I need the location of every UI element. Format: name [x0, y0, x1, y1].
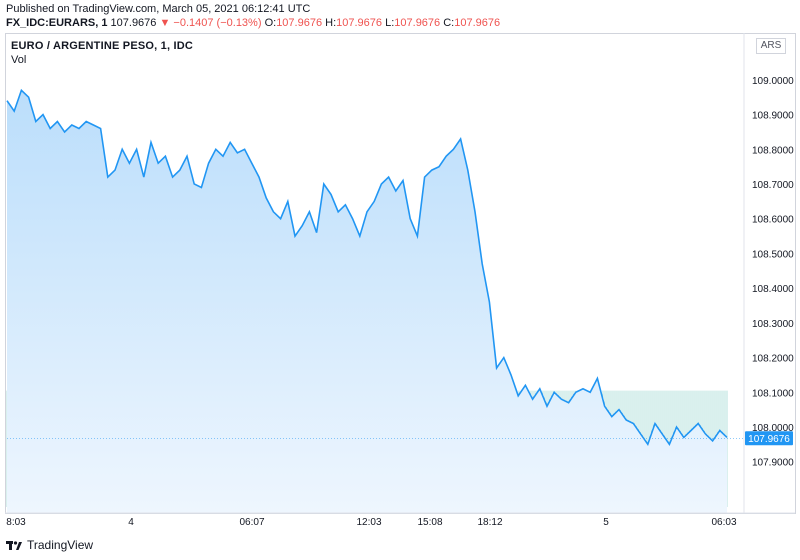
- footer-brand[interactable]: TradingView: [6, 538, 93, 552]
- price-tick-label: 108.2000: [752, 354, 794, 365]
- price-tick-label: 108.0000: [752, 423, 794, 434]
- time-axis: 8:03 4 06:07 12:03 15:08 18:12 5 06:03: [6, 517, 737, 528]
- price-tick-label: 108.5000: [752, 249, 794, 260]
- price-area: [7, 90, 727, 514]
- time-tick-label: 5: [603, 517, 609, 528]
- price-axis: 109.0000 108.9000 108.8000 108.7000 108.6000…: [752, 76, 794, 469]
- published-line: Published on TradingView.com, March 05, …: [6, 3, 311, 15]
- high-label: H:: [325, 17, 337, 29]
- price-tag-label: 107.9676: [748, 434, 790, 445]
- price-tick-label: 108.4000: [752, 284, 794, 295]
- footer-label: TradingView: [27, 538, 94, 552]
- change-value: ▼ −0.1407 (−0.13%): [159, 17, 262, 29]
- price-tick-label: 108.1000: [752, 388, 794, 399]
- low-label: L:: [385, 17, 395, 29]
- time-tick-label: 15:08: [417, 517, 442, 528]
- price-tick-label: 107.9000: [752, 458, 794, 469]
- close-value: 107.9676: [454, 17, 501, 29]
- time-tick-label: 12:03: [356, 517, 381, 528]
- price-tick-label: 108.8000: [752, 145, 794, 156]
- last-price-tag: 107.9676: [745, 431, 793, 446]
- currency-button[interactable]: ARS: [756, 38, 786, 54]
- tradingview-logo-icon: [6, 541, 22, 550]
- price-tick-label: 109.0000: [752, 76, 794, 87]
- close-label: C:: [443, 17, 455, 29]
- price-tick-label: 108.6000: [752, 215, 794, 226]
- time-tick-label: 4: [128, 517, 134, 528]
- low-value: 107.9676: [394, 17, 441, 29]
- time-tick-label: 18:12: [477, 517, 502, 528]
- time-tick-label: 06:03: [711, 517, 736, 528]
- symbol-label: FX_IDC:EURARS, 1: [6, 17, 108, 29]
- last-price: 107.9676: [110, 17, 157, 29]
- price-tick-label: 108.9000: [752, 111, 794, 122]
- price-tick-label: 108.7000: [752, 180, 794, 191]
- time-tick-label: 8:03: [6, 517, 26, 528]
- time-tick-label: 06:07: [239, 517, 264, 528]
- open-label: O:: [264, 17, 277, 29]
- chart-title: EURO / ARGENTINE PESO, 1, IDC: [11, 40, 194, 52]
- price-tick-label: 108.3000: [752, 319, 794, 330]
- high-value: 107.9676: [336, 17, 383, 29]
- ticker-line: FX_IDC:EURARS, 1 107.9676 ▼ −0.1407 (−0.…: [6, 17, 500, 29]
- open-value: 107.9676: [276, 17, 323, 29]
- volume-label: Vol: [11, 54, 27, 66]
- price-line: [6, 88, 728, 447]
